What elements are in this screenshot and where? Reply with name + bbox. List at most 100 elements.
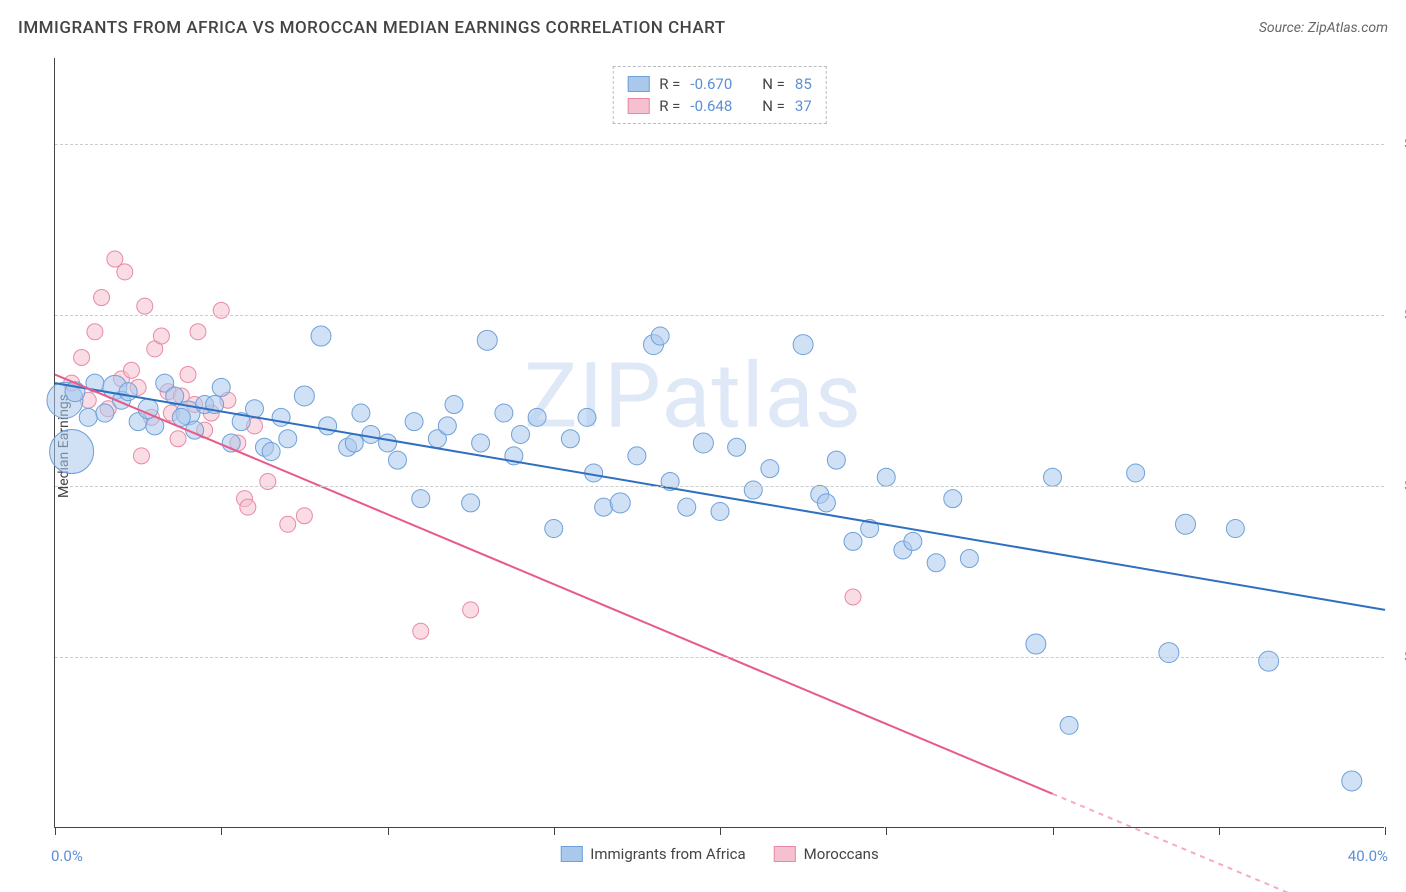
x-tick [720, 827, 721, 835]
y-tick-label: $60,000 [1394, 307, 1406, 323]
data-point [412, 490, 430, 508]
data-point [87, 324, 103, 340]
data-point [311, 326, 331, 346]
x-tick [554, 827, 555, 835]
legend-swatch-2 [774, 846, 796, 862]
y-tick-label: $80,000 [1394, 136, 1406, 152]
data-point [1176, 514, 1196, 534]
data-point [180, 367, 196, 383]
data-point [1159, 643, 1179, 663]
n-label-2: N = [762, 97, 785, 115]
data-point [651, 327, 669, 345]
x-axis-max-label: 40.0% [1348, 847, 1388, 865]
series-legend: Immigrants from Africa Moroccans [560, 845, 878, 863]
data-point [904, 532, 922, 550]
data-point [172, 408, 190, 426]
data-point [1342, 771, 1362, 791]
data-point [279, 430, 297, 448]
x-axis-min-label: 0.0% [51, 847, 83, 865]
data-point [123, 362, 139, 378]
legend-swatch-1 [560, 846, 582, 862]
data-point [1044, 468, 1062, 486]
data-point [595, 498, 613, 516]
gridline-h [55, 144, 1384, 145]
r-label-2: R = [659, 97, 680, 115]
correlation-legend: R = -0.670 N = 85 R = -0.648 N = 37 [612, 66, 827, 124]
data-point [495, 404, 513, 422]
data-point [610, 493, 630, 513]
gridline-h [55, 657, 1384, 658]
y-tick-label: $20,000 [1394, 649, 1406, 665]
gridline-h [55, 315, 1384, 316]
x-tick [1219, 827, 1220, 835]
data-point [844, 532, 862, 550]
data-point [578, 408, 596, 426]
r-value-2: -0.648 [690, 97, 732, 115]
r-value-1: -0.670 [690, 75, 732, 93]
source-label: Source: ZipAtlas.com [1259, 20, 1388, 36]
data-point [1226, 520, 1244, 538]
legend-label-1: Immigrants from Africa [590, 845, 745, 863]
regression-line [55, 375, 1053, 794]
data-point [133, 448, 149, 464]
data-point [319, 417, 337, 435]
data-point [728, 438, 746, 456]
x-tick [1053, 827, 1054, 835]
x-tick [1385, 827, 1386, 835]
data-point [793, 335, 813, 355]
data-point [405, 413, 423, 431]
legend-item-1: Immigrants from Africa [560, 845, 745, 863]
regression-line-dashed [1053, 794, 1386, 892]
data-point [1026, 634, 1046, 654]
data-point [50, 430, 94, 474]
n-label-1: N = [762, 75, 785, 93]
data-point [190, 324, 206, 340]
data-point [94, 290, 110, 306]
data-point [711, 502, 729, 520]
data-point [817, 494, 835, 512]
regression-line [55, 383, 1385, 610]
data-point [117, 264, 133, 280]
data-point [119, 383, 137, 401]
n-value-2: 37 [795, 97, 812, 115]
data-point [944, 490, 962, 508]
data-point [477, 330, 497, 350]
data-point [927, 554, 945, 572]
x-tick [221, 827, 222, 835]
data-point [137, 298, 153, 314]
x-tick [55, 827, 56, 835]
chart-plot-area: ZIPatlas R = -0.670 N = 85 R = -0.648 N … [54, 58, 1384, 828]
data-point [362, 425, 380, 443]
data-point [1060, 716, 1078, 734]
data-point [79, 408, 97, 426]
data-point [240, 499, 256, 515]
data-point [352, 404, 370, 422]
chart-title: IMMIGRANTS FROM AFRICA VS MOROCCAN MEDIA… [18, 18, 726, 38]
data-point [545, 520, 563, 538]
data-point [413, 623, 429, 639]
legend-item-2: Moroccans [774, 845, 879, 863]
data-point [212, 378, 230, 396]
data-point [693, 433, 713, 453]
data-point [213, 302, 229, 318]
data-point [153, 328, 169, 344]
x-tick [886, 827, 887, 835]
data-point [845, 589, 861, 605]
data-point [345, 434, 363, 452]
r-label-1: R = [659, 75, 680, 93]
swatch-series-2 [627, 98, 649, 114]
data-point [260, 474, 276, 490]
data-point [561, 430, 579, 448]
data-point [445, 396, 463, 414]
data-point [744, 481, 762, 499]
y-tick-label: $40,000 [1394, 478, 1406, 494]
data-point [379, 434, 397, 452]
data-point [296, 508, 312, 524]
scatter-plot-svg [55, 58, 1384, 827]
data-point [827, 451, 845, 469]
data-point [462, 494, 480, 512]
data-point [628, 447, 646, 465]
data-point [528, 408, 546, 426]
data-point [472, 434, 490, 452]
n-value-1: 85 [795, 75, 812, 93]
